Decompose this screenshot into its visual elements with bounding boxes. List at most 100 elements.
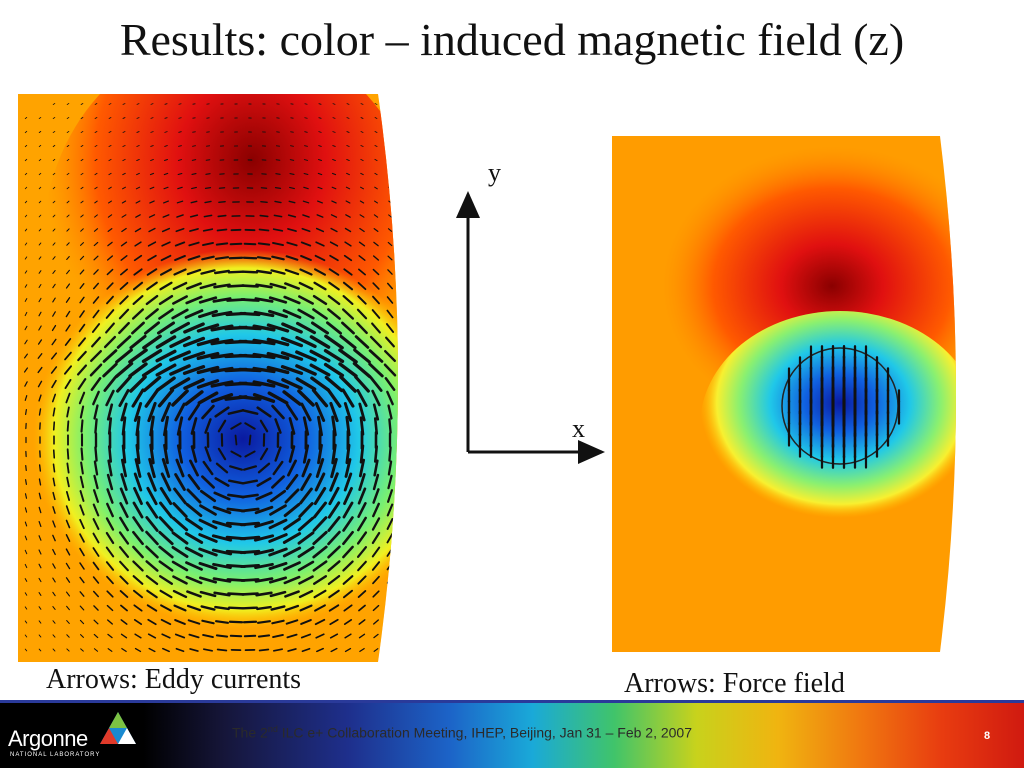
eddy-arrow [132,560,144,572]
eddy-arrow [205,173,211,175]
eddy-arrow [387,648,393,652]
eddy-arrow [402,505,405,514]
eddy-arrow [360,131,364,133]
eddy-arrow [327,545,341,559]
eddy-arrow [119,295,129,305]
eddy-arrow [184,309,204,319]
eddy-arrow [217,447,227,461]
eddy-arrow [24,200,28,204]
eddy-arrow [135,443,141,465]
eddy-arrow [52,449,56,459]
eddy-arrow [360,145,364,147]
eddy-arrow [401,338,407,346]
eddy-arrow [285,403,299,421]
eddy-arrow [387,460,393,476]
eddy-arrow [329,472,339,492]
eddy-arrow [24,242,28,246]
eddy-arrow [25,479,27,485]
eddy-arrow [150,117,154,119]
eddy-arrow [372,403,380,421]
eddy-arrow [404,448,405,459]
eddy-arrow [371,561,381,571]
eddy-arrow [252,352,276,360]
eddy-arrow [50,352,58,360]
eddy-arrow [318,131,322,133]
eddy-arrow [204,200,212,204]
eddy-arrow [147,241,157,247]
eddy-arrow [313,589,327,599]
eddy-arrow [386,503,394,517]
eddy-arrow [302,200,310,204]
eddy-arrow [201,255,215,261]
eddy-arrow [79,504,85,516]
eddy-arrow [360,172,364,176]
eddy-arrow [272,648,284,652]
eddy-arrow [317,186,323,190]
eddy-arrow [133,402,143,422]
eddy-arrow [298,575,314,585]
eddy-arrow [241,479,259,485]
eddy-arrow [38,535,42,541]
eddy-arrow [80,144,84,148]
eddy-arrow [373,633,379,639]
eddy-arrow [133,472,143,492]
eddy-arrow [300,241,312,247]
eddy-arrow [147,401,157,423]
eddy-arrow [252,366,276,374]
eddy-arrow [38,130,42,134]
eddy-arrow [24,172,28,176]
eddy-arrow [105,309,115,319]
eddy-arrow [52,407,56,417]
eddy-arrow [38,256,42,260]
xy-axes-diagram [456,191,605,464]
eddy-arrow [24,381,28,387]
eddy-arrow [344,227,352,233]
eddy-arrow [174,254,186,262]
eddy-arrow [402,534,406,542]
eddy-arrow [257,620,271,624]
eddy-arrow [66,172,70,176]
eddy-arrow [387,619,393,625]
eddy-arrow [204,186,212,190]
eddy-arrow [132,530,144,546]
eddy-arrow [93,633,99,639]
eddy-arrow [24,535,28,541]
eddy-arrow [158,294,174,306]
eddy-arrow [191,173,197,175]
eddy-arrow [372,488,380,504]
eddy-arrow [282,390,302,406]
eddy-arrow [38,549,42,555]
eddy-arrow [252,324,276,332]
eddy-arrow [303,186,309,190]
eddy-arrow [24,493,28,499]
eddy-arrow [174,619,186,625]
eddy-arrow [346,158,350,162]
eddy-arrow [120,619,128,625]
eddy-arrow [303,159,309,161]
eddy-arrow [132,501,144,519]
eddy-arrow [196,379,220,389]
eddy-arrow [227,592,245,596]
eddy-arrow [402,606,405,610]
eddy-arrow [268,309,288,319]
eddy-arrow [328,486,340,506]
eddy-arrow [188,633,200,639]
eddy-arrow [215,620,229,624]
eddy-current-arrows [23,103,407,653]
eddy-arrow [51,324,57,332]
eddy-arrow [169,335,191,349]
eddy-arrow [183,378,205,390]
eddy-arrow [344,458,352,478]
eddy-arrow [326,321,342,335]
eddy-arrow [331,186,337,190]
eddy-arrow [387,241,393,247]
eddy-arrow [309,335,331,349]
eddy-arrow [66,420,70,432]
eddy-arrow [119,487,129,505]
eddy-arrow [387,228,393,232]
eddy-arrow [145,545,159,559]
eddy-arrow [358,619,366,625]
eddy-arrow [283,295,301,305]
eddy-arrow [372,473,380,491]
eddy-arrow [79,283,85,289]
